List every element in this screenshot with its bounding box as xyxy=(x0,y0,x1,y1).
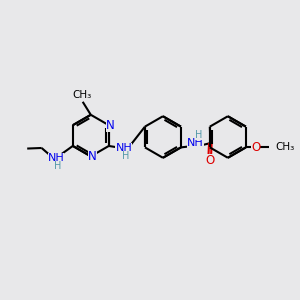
Text: NH: NH xyxy=(48,153,64,163)
Text: N: N xyxy=(88,150,97,163)
Text: NH: NH xyxy=(187,138,204,148)
Text: O: O xyxy=(205,154,214,167)
Text: H: H xyxy=(195,130,202,140)
Text: CH₃: CH₃ xyxy=(72,91,91,100)
Text: CH₃: CH₃ xyxy=(276,142,295,152)
Text: H: H xyxy=(54,161,61,171)
Text: N: N xyxy=(106,119,115,132)
Text: O: O xyxy=(251,141,260,154)
Text: H: H xyxy=(122,151,129,161)
Text: NH: NH xyxy=(116,143,132,153)
